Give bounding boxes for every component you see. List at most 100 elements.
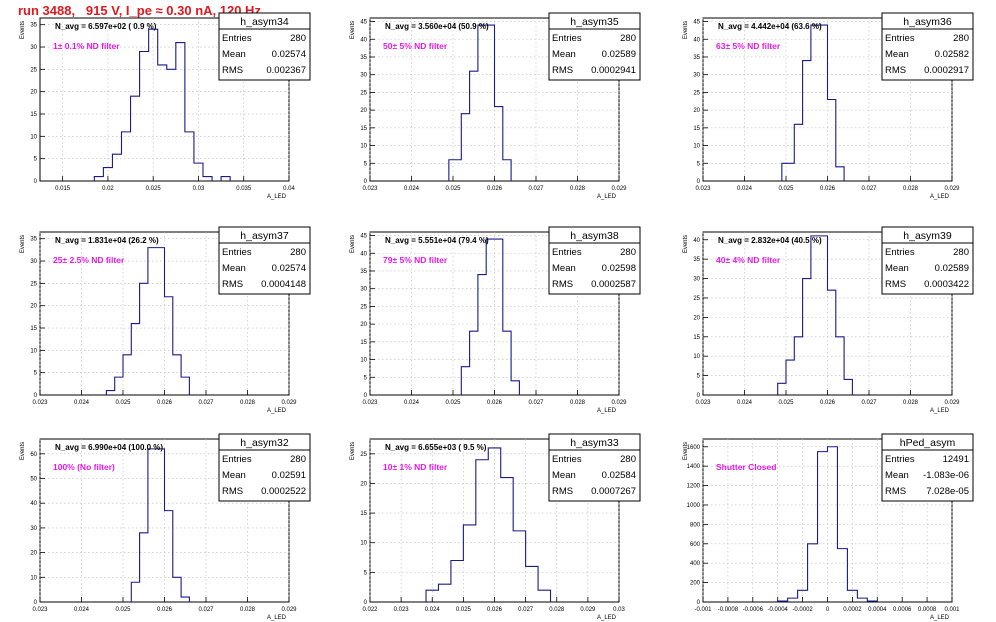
y-tick-label: 30	[30, 45, 37, 51]
y-tick-label: 0	[697, 600, 701, 606]
y-tick-label: 25	[30, 281, 37, 287]
x-tick-label: 0.028	[549, 607, 565, 613]
stat-label-mean: Mean	[222, 470, 246, 481]
y-tick-label: 5	[34, 157, 38, 163]
stats-box-frame	[548, 12, 641, 81]
stat-label-entries: Entries	[552, 33, 582, 44]
stat-label-entries: Entries	[552, 247, 582, 258]
y-tick-label: 35	[30, 23, 37, 29]
stat-label-rms: RMS	[885, 65, 906, 76]
stat-value-rms: 0.0002941	[591, 65, 636, 76]
x-tick-label: 0.025	[456, 607, 472, 613]
filter-note: 10± 1% ND filter	[383, 462, 448, 472]
filter-note: Shutter Closed	[716, 462, 776, 472]
y-tick-label: 200	[690, 581, 701, 587]
x-tick-label: 0.027	[198, 400, 214, 406]
stats-box-frame	[548, 226, 641, 295]
x-tick-label: 0.0002	[843, 607, 862, 613]
y-tick-label: 40	[693, 238, 700, 244]
stat-label-rms: RMS	[552, 486, 573, 497]
y-tick-label: 5	[697, 161, 701, 167]
x-tick-label: 0.023	[695, 186, 711, 192]
stat-label-rms: RMS	[885, 486, 906, 497]
stat-value-entries: 12491	[943, 454, 969, 465]
y-tick-label: 15	[360, 126, 367, 132]
y-tick-label: 40	[693, 37, 700, 43]
y-tick-label: 15	[30, 112, 37, 118]
y-tick-label: 0	[364, 393, 368, 399]
x-tick-label: 0.029	[281, 400, 297, 406]
stats-box: h_asym38 Entries 280 Mean 0.02598 RMS 0.000258…	[548, 226, 641, 295]
stat-label-entries: Entries	[885, 247, 915, 258]
x-tick-label: 0.023	[695, 400, 711, 406]
y-axis-label: Events	[683, 21, 689, 39]
stat-label-entries: Entries	[885, 33, 915, 44]
x-tick-label: 0.026	[157, 400, 173, 406]
stat-value-entries: 280	[620, 454, 636, 465]
histogram-outline	[777, 446, 878, 602]
x-tick-label: 0.026	[820, 186, 836, 192]
x-tick-label: 0.0004	[868, 607, 887, 613]
stat-value-rms: 0.002367	[266, 65, 306, 76]
x-axis-label: A_LED	[597, 408, 617, 414]
y-tick-label: 1600	[687, 445, 701, 451]
x-tick-label: 0	[826, 607, 830, 613]
y-tick-label: 20	[30, 551, 37, 557]
stat-label-mean: Mean	[885, 49, 909, 60]
x-tick-label: 0.0008	[918, 607, 937, 613]
y-tick-label: 20	[360, 322, 367, 328]
filter-note: 25± 2.5% ND filter	[53, 255, 125, 265]
x-tick-label: 0.027	[861, 400, 877, 406]
x-axis-label: A_LED	[267, 615, 287, 621]
y-tick-label: 10	[360, 358, 367, 364]
stat-value-entries: 280	[953, 33, 969, 44]
y-tick-label: 25	[30, 67, 37, 73]
x-tick-label: 0.027	[528, 400, 544, 406]
x-tick-label: 0.027	[518, 607, 534, 613]
x-tick-label: 0.024	[404, 400, 420, 406]
y-tick-label: 10	[360, 541, 367, 547]
y-tick-label: 0	[364, 179, 368, 185]
y-tick-label: 5	[364, 161, 368, 167]
filter-note: 50± 5% ND filter	[383, 41, 448, 51]
filter-note: 100% (No filter)	[53, 462, 115, 472]
histogram-name: h_asym38	[570, 230, 619, 242]
y-tick-label: 30	[693, 277, 700, 283]
y-tick-label: 30	[30, 526, 37, 532]
x-tick-label: 0.024	[737, 186, 753, 192]
stat-label-rms: RMS	[552, 279, 573, 290]
x-tick-label: 0.024	[404, 186, 420, 192]
y-tick-label: 800	[690, 522, 701, 528]
x-tick-label: 0.027	[198, 607, 214, 613]
y-tick-label: 5	[364, 375, 368, 381]
y-tick-label: 10	[30, 575, 37, 581]
x-tick-label: 0.025	[778, 400, 794, 406]
stat-value-mean: 0.02582	[935, 49, 969, 60]
x-tick-label: 0.015	[55, 186, 71, 192]
x-axis-label: A_LED	[597, 194, 617, 200]
histogram-panel-h_asym35: 0.023 0.024 0.025 0.026 0.027 0.028 0.029 0 5 10 1…	[350, 12, 641, 200]
navg-label: N_avg = 6.655e+03 ( 9.5 %)	[385, 443, 487, 452]
x-tick-label: 0.035	[236, 186, 252, 192]
histogram-name: h_asym39	[903, 230, 952, 242]
y-tick-label: 20	[693, 315, 700, 321]
y-axis-label: Events	[20, 21, 26, 39]
stats-box-frame	[881, 12, 974, 81]
stat-value-mean: 0.02589	[935, 263, 969, 274]
x-tick-label: 0.001	[944, 607, 960, 613]
y-tick-label: 15	[693, 126, 700, 132]
x-tick-label: 0.029	[580, 607, 596, 613]
x-tick-label: 0.023	[362, 400, 378, 406]
stat-value-mean: 0.02574	[272, 49, 306, 60]
y-tick-label: 45	[360, 234, 367, 240]
histogram-panel-h_asym32: 0.023 0.024 0.025 0.026 0.027 0.028 0.029 0 10 20…	[20, 433, 311, 621]
stat-value-entries: 280	[620, 33, 636, 44]
y-tick-label: 1400	[687, 464, 701, 470]
x-axis-label: A_LED	[597, 615, 617, 621]
stat-value-mean: -1.083e-06	[923, 470, 969, 481]
stat-label-mean: Mean	[222, 49, 246, 60]
x-tick-label: 0.0006	[893, 607, 912, 613]
stats-box-frame	[548, 433, 641, 502]
filter-note: 63± 5% ND filter	[716, 41, 781, 51]
stat-value-entries: 280	[290, 454, 306, 465]
